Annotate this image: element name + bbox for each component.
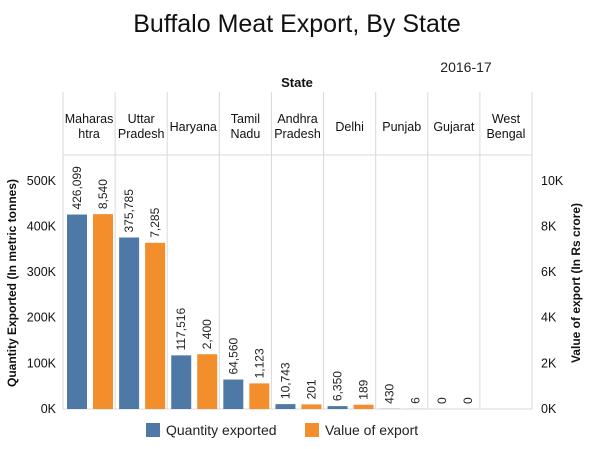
category-label: Maharas — [65, 112, 114, 126]
value-data-label: 1,123 — [252, 348, 266, 378]
quantity-data-label: 117,516 — [174, 308, 188, 351]
value-bar — [301, 404, 322, 409]
quantity-bar — [223, 379, 244, 409]
category-label: Haryana — [170, 120, 217, 134]
right-axis-tick-label: 2K — [541, 356, 557, 370]
value-bar — [353, 404, 374, 409]
value-data-label: 0 — [461, 397, 475, 404]
right-axis-tick-label: 8K — [541, 219, 557, 233]
value-bar — [197, 354, 218, 409]
category-label: Punjab — [382, 120, 421, 134]
column-header: State — [281, 75, 313, 90]
category-label: West — [492, 112, 521, 126]
left-axis-tick-label: 200K — [27, 311, 57, 325]
chart-title: Buffalo Meat Export, By State — [133, 10, 461, 38]
quantity-data-label: 10,743 — [278, 362, 292, 399]
value-data-label: 8,540 — [96, 179, 110, 209]
legend-label-quantity: Quantity exported — [166, 422, 277, 438]
quantity-bar — [119, 237, 140, 409]
right-axis-title: Value of export (In Rs crore) — [569, 203, 583, 363]
category-label: Pradesh — [118, 127, 165, 141]
quantity-bar — [67, 214, 87, 409]
quantity-data-label: 6,350 — [331, 371, 345, 401]
category-label: Pradesh — [274, 127, 321, 141]
value-data-label: 7,285 — [148, 207, 162, 237]
value-data-label: 2,400 — [200, 319, 214, 349]
category-label: Gujarat — [433, 120, 475, 134]
quantity-bar — [275, 404, 296, 409]
right-axis-tick-label: 6K — [541, 265, 557, 279]
value-data-label: 201 — [304, 379, 318, 399]
category-label: Andhra — [277, 112, 317, 126]
left-axis-tick-label: 100K — [27, 356, 57, 370]
quantity-data-label: 375,785 — [122, 189, 136, 233]
chart-subtitle: 2016-17 — [440, 59, 492, 75]
legend-swatch-value — [305, 423, 319, 437]
category-label: Tamil — [231, 112, 260, 126]
value-bar — [249, 383, 270, 409]
quantity-bar — [171, 355, 192, 409]
value-bar — [145, 242, 166, 409]
legend-label-value: Value of export — [325, 422, 418, 438]
value-data-label: 6 — [409, 397, 423, 404]
quantity-bar — [327, 406, 348, 409]
category-label: Nadu — [230, 127, 260, 141]
left-axis-tick-label: 500K — [27, 174, 57, 188]
left-axis-tick-label: 300K — [27, 265, 57, 279]
right-axis-tick-label: 10K — [541, 174, 564, 188]
category-label: Bengal — [486, 127, 525, 141]
quantity-data-label: 426,099 — [70, 166, 84, 210]
quantity-data-label: 64,560 — [226, 338, 240, 375]
quantity-data-label: 430 — [383, 383, 397, 403]
legend-swatch-quantity — [146, 423, 160, 437]
category-label: Delhi — [335, 120, 364, 134]
left-axis-tick-label: 400K — [27, 219, 57, 233]
right-axis-tick-label: 4K — [541, 311, 557, 325]
category-label: Uttar — [128, 112, 155, 126]
value-data-label: 189 — [357, 379, 371, 399]
quantity-data-label: 0 — [435, 397, 449, 404]
right-axis-tick-label: 0K — [541, 402, 557, 416]
category-label: htra — [78, 127, 100, 141]
left-axis-title: Quantity Exported (In metric tonnes) — [5, 179, 19, 387]
value-bar — [93, 214, 113, 409]
left-axis-tick-label: 0K — [41, 402, 57, 416]
